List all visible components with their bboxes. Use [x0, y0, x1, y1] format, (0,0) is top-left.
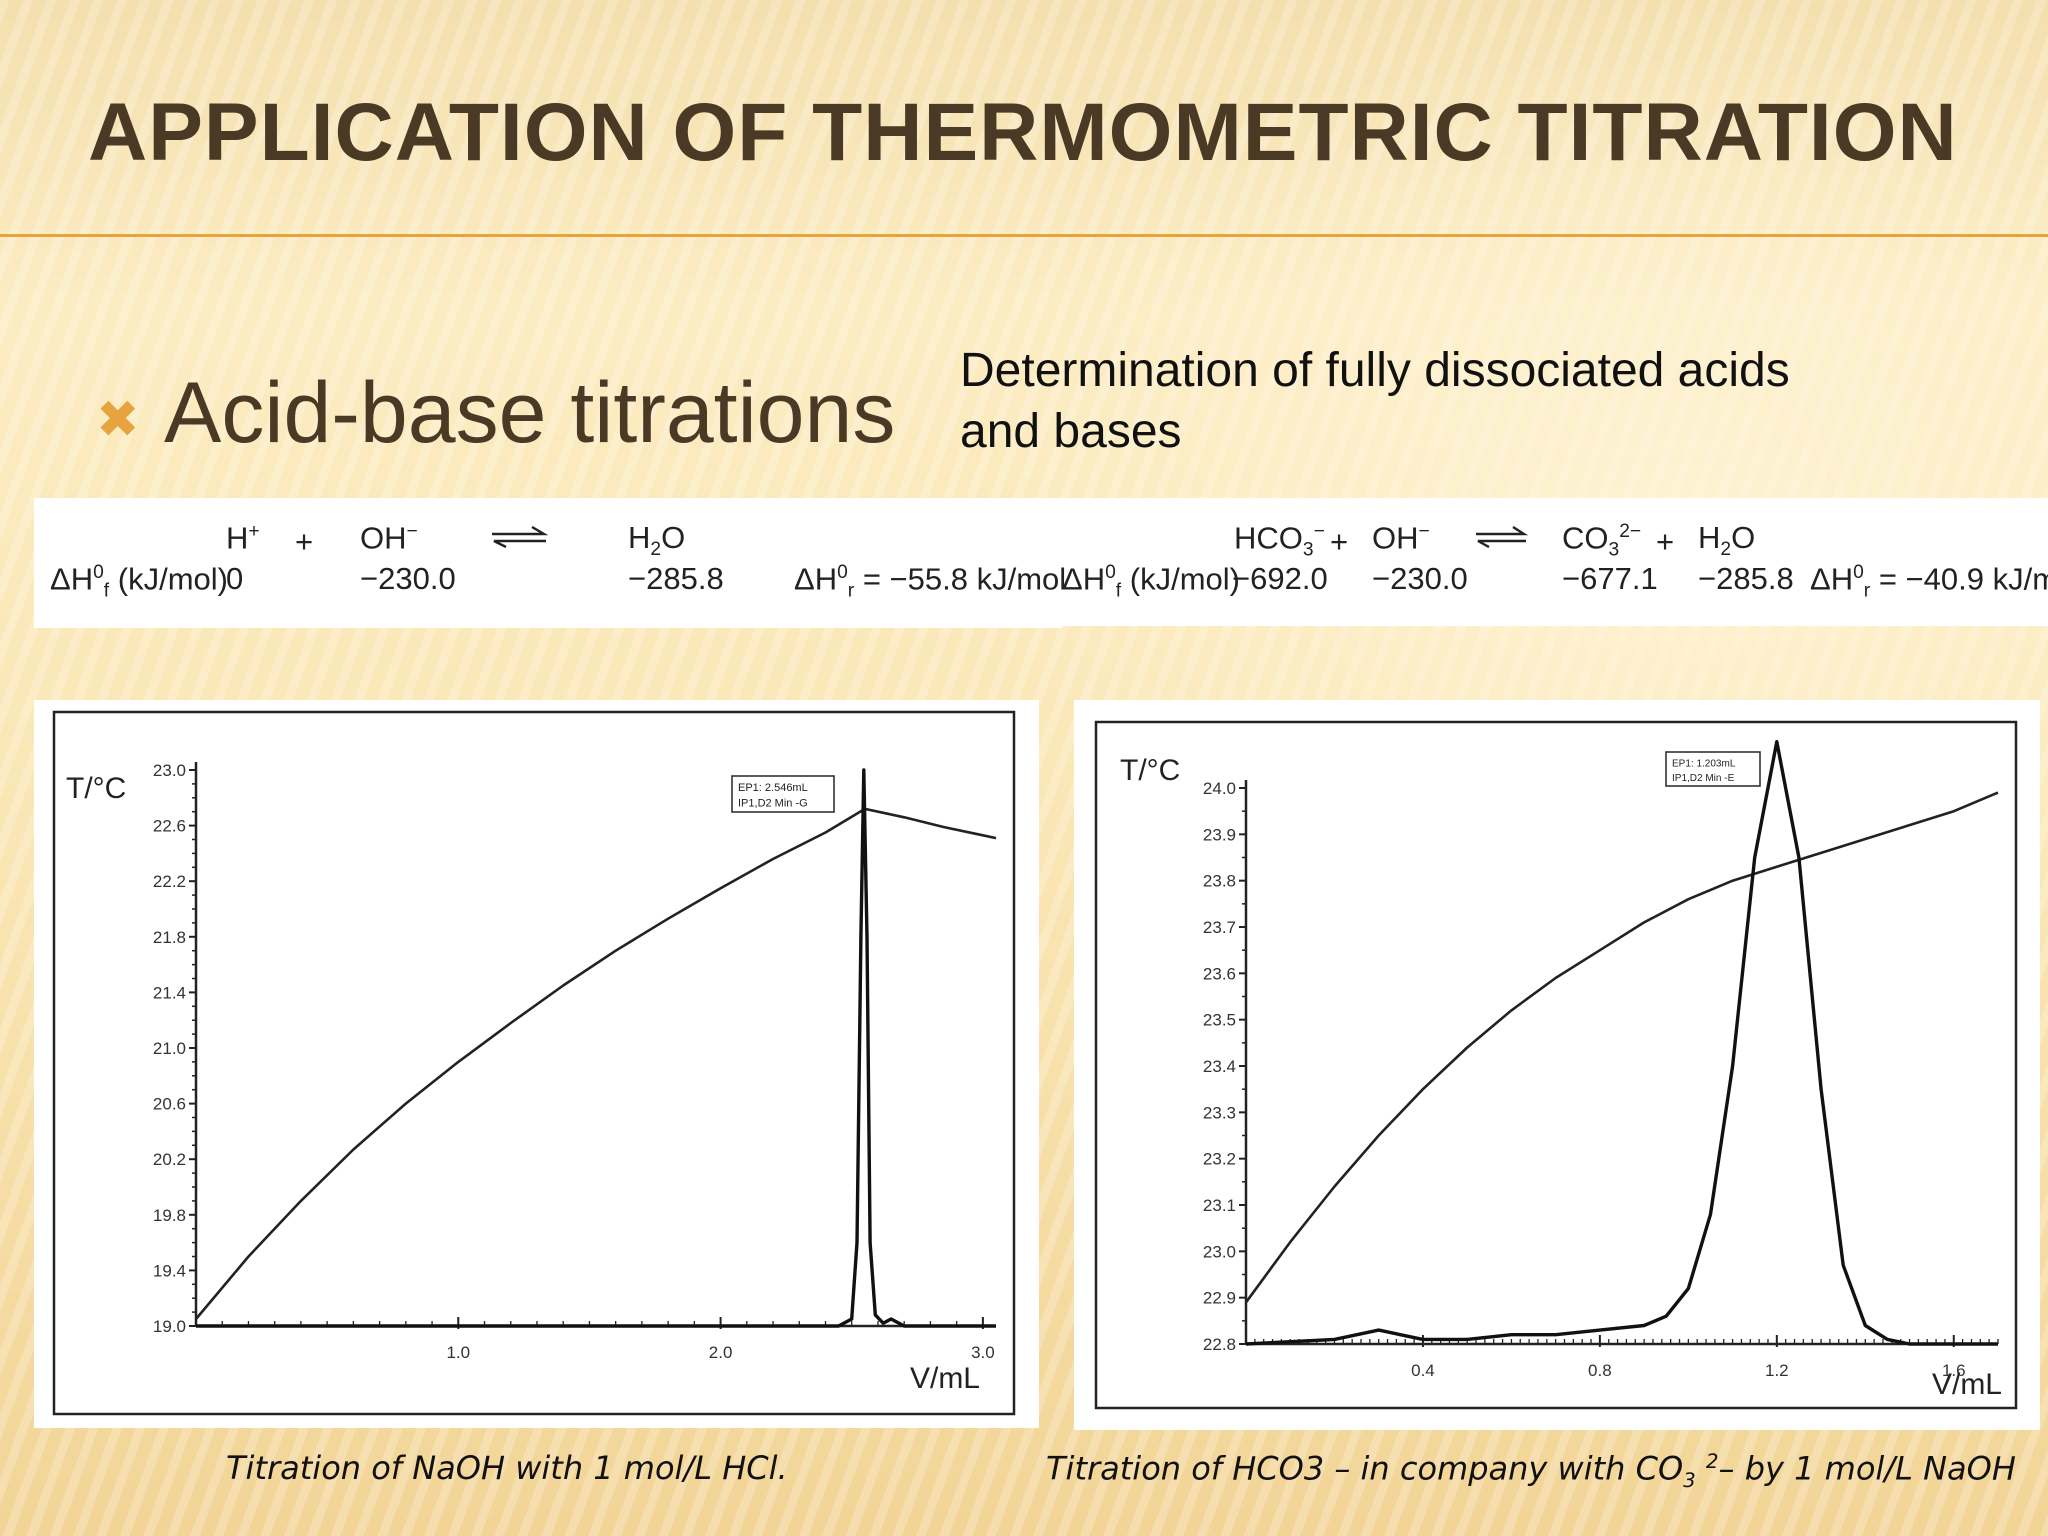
y-tick-label: 23.0 [153, 761, 186, 780]
eq-left-dhr: ΔH0r = −55.8 kJ/mol [794, 561, 1067, 602]
eq-right-value-1: −692.0 [1232, 561, 1328, 596]
y-tick-label: 22.8 [1203, 1335, 1236, 1354]
x-axis-label: V/mL [1932, 1368, 2002, 1401]
temperature-curve [1244, 791, 1999, 1304]
endpoint-annotation-line1: EP1: 1.203mL [1672, 758, 1736, 769]
slide-title: APPLICATION OF THERMOMETRIC TITRATION [88, 87, 1958, 178]
bullet-description-line2: and bases [960, 405, 1182, 458]
eq-left-species-h: H+ [226, 520, 260, 556]
y-tick-label: 24.0 [1203, 779, 1236, 798]
y-tick-label: 19.8 [153, 1206, 186, 1225]
eq-left-value-2: −230.0 [360, 561, 456, 596]
temperature-curve [195, 807, 997, 1320]
y-tick-label: 23.9 [1203, 825, 1236, 844]
eq-right-value-2: −230.0 [1372, 561, 1468, 596]
eq-left-species-oh: OH− [360, 520, 418, 556]
eq-right-value-4: −285.8 [1698, 561, 1794, 596]
caption-right: Titration of HCO3 – in company with CO3 … [1046, 1449, 2016, 1493]
endpoint-annotation-box [731, 775, 835, 813]
x-tick-label: 2.0 [709, 1343, 733, 1362]
y-tick-label: 23.2 [1203, 1150, 1236, 1169]
endpoint-annotation-line2: IP1,D2 Min -E [1672, 773, 1735, 784]
eq-right-plus-1: + [1330, 524, 1349, 559]
eq-right-species-h2o: H2O [1698, 520, 1756, 561]
chart-background [1074, 700, 2040, 1430]
eq-right-species-co3: CO32− [1562, 520, 1642, 561]
x-tick-label: 0.8 [1588, 1361, 1612, 1380]
eq-right-species-hco3: HCO3− [1234, 520, 1325, 561]
x-tick-label: 3.0 [971, 1343, 995, 1362]
y-tick-label: 23.8 [1203, 872, 1236, 891]
caption-left: Titration of NaOH with 1 mol/L HCl. [226, 1449, 788, 1487]
eq-right-value-3: −677.1 [1562, 561, 1658, 596]
eq-left-value-3: −285.8 [628, 561, 724, 596]
x-tick-label: 1.6 [1942, 1361, 1966, 1380]
y-tick-label: 21.8 [153, 928, 186, 947]
title-divider [0, 234, 2048, 237]
y-tick-label: 23.3 [1203, 1103, 1236, 1122]
y-axis-label: T/°C [1120, 754, 1180, 787]
equation-panel-left [34, 498, 1062, 628]
bullet-heading: Acid-base titrations [164, 365, 896, 461]
eq-left-value-1: 0 [226, 561, 244, 596]
y-tick-label: 19.0 [153, 1317, 186, 1336]
y-tick-label: 23.5 [1203, 1011, 1236, 1030]
eq-right-species-oh: OH− [1372, 520, 1430, 556]
y-tick-label: 20.6 [153, 1095, 186, 1114]
y-tick-label: 23.1 [1203, 1196, 1236, 1215]
y-tick-label: 20.2 [153, 1150, 186, 1169]
y-axis-label: T/°C [66, 772, 126, 805]
x-tick-label: 0.4 [1411, 1361, 1435, 1380]
y-tick-label: 22.2 [153, 872, 186, 891]
y-tick-label: 23.0 [1203, 1242, 1236, 1261]
chart-background [34, 700, 1039, 1428]
x-tick-label: 1.0 [446, 1343, 470, 1362]
equilibrium-arrow-icon [1476, 526, 1528, 548]
eq-right-dhr: ΔH0r = −40.9 kJ/mol [1810, 561, 2048, 602]
derivative-curve [1245, 740, 1998, 1346]
eq-left-species-h2o: H2O [628, 520, 686, 561]
y-tick-label: 23.4 [1203, 1057, 1236, 1076]
chart-frame [1094, 720, 2018, 1410]
y-tick-label: 21.4 [153, 983, 186, 1002]
x-axis-label: V/mL [910, 1362, 980, 1395]
chart-hco3-titration: 22.8 22.9 23.0 23.1 23.2 23.3 23.4 23.5 23.6 23.7… [1074, 700, 2040, 1430]
eq-left-plus: + [295, 524, 314, 559]
y-tick-label: 21.0 [153, 1039, 186, 1058]
y-tick-label: 22.9 [1203, 1289, 1236, 1308]
eq-left-dhf-label: ΔH0f (kJ/mol) [50, 561, 228, 602]
y-tick-label: 23.6 [1203, 964, 1236, 983]
chart-frame [52, 710, 1016, 1416]
eq-right-plus-2: + [1656, 524, 1675, 559]
equilibrium-arrow-icon [492, 526, 548, 548]
eq-right-dhf-label: ΔH0f (kJ/mol) [1062, 561, 1240, 602]
endpoint-annotation-line1: EP1: 2.546mL [738, 782, 808, 794]
endpoint-annotation-line2: IP1,D2 Min -G [738, 798, 808, 810]
bullet-description: Determination of fully dissociated acids… [960, 340, 1960, 462]
equation-panel-right [1058, 498, 2048, 626]
endpoint-annotation-box [1665, 751, 1761, 787]
chart-naoh-titration: 19.0 19.4 19.8 20.2 20.6 21.0 21.4 21.8 22.2 22.6… [34, 700, 1039, 1428]
y-tick-label: 23.7 [1203, 918, 1236, 937]
bullet-description-line1: Determination of fully dissociated acids [960, 344, 1790, 397]
y-tick-label: 19.4 [153, 1261, 186, 1280]
derivative-curve [196, 768, 996, 1328]
y-tick-label: 22.6 [153, 817, 186, 836]
x-tick-label: 1.2 [1765, 1361, 1789, 1380]
x-icon: ✖ [96, 391, 140, 449]
